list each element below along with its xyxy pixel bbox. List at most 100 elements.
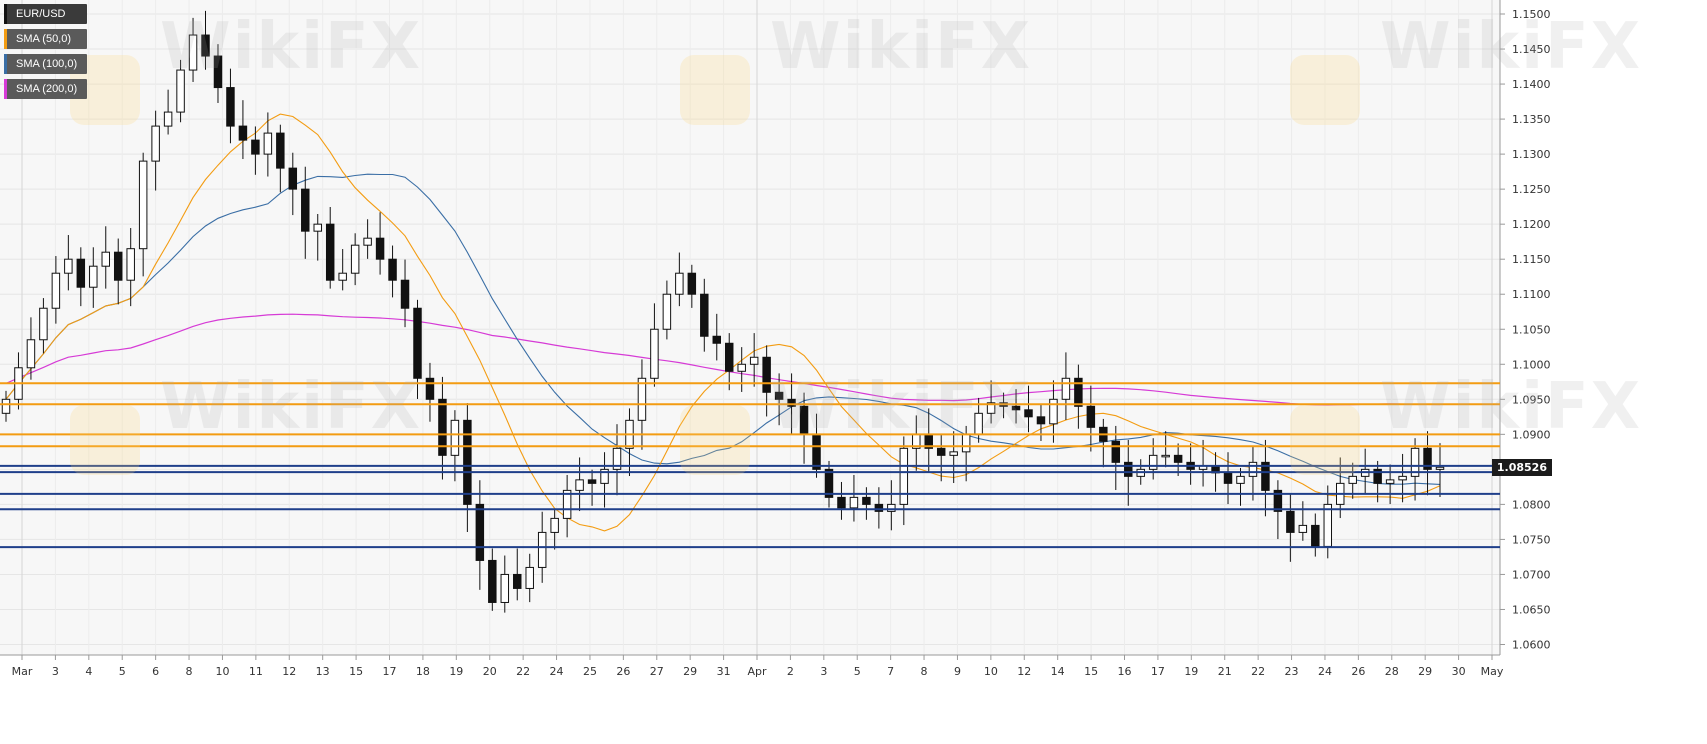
candle-body — [263, 132, 273, 155]
candle-body — [500, 573, 510, 603]
x-tick-label: 21 — [1218, 665, 1232, 678]
y-tick-label: 1.0900 — [1512, 428, 1551, 441]
x-tick-label: 17 — [383, 665, 397, 678]
watermark-logo — [70, 405, 140, 475]
x-tick-label: 26 — [1351, 665, 1365, 678]
candle-body — [1248, 461, 1258, 477]
candle-body — [812, 433, 821, 470]
candle-body — [513, 573, 522, 589]
sma-200-line — [5, 313, 1441, 406]
candle-body — [712, 335, 722, 344]
candle-body — [413, 307, 422, 379]
y-tick-label: 1.1050 — [1512, 323, 1551, 336]
candle-body — [251, 139, 260, 155]
y-tick-label: 1.1000 — [1512, 358, 1551, 371]
y-tick-label: 1.1450 — [1512, 43, 1551, 56]
candle-body — [226, 87, 235, 127]
candle-body — [799, 405, 809, 435]
plot-area — [0, 0, 1500, 655]
candle-body — [1, 398, 11, 414]
candle-body — [1036, 416, 1046, 425]
x-tick-label: 16 — [1118, 665, 1132, 678]
candle-body — [475, 503, 485, 561]
candle-body — [39, 307, 48, 341]
x-tick-label: 3 — [820, 665, 827, 678]
legend-item-sma200[interactable]: SMA (200,0) — [4, 79, 88, 99]
candle-body — [1011, 405, 1021, 411]
chart-legend: EUR/USD SMA (50,0) SMA (100,0) SMA (200,… — [4, 4, 88, 99]
candle-body — [1323, 503, 1333, 547]
legend-swatch — [4, 54, 7, 74]
y-tick-label: 1.0800 — [1512, 498, 1551, 511]
candle-body — [425, 377, 435, 400]
x-tick-label: 8 — [921, 665, 928, 678]
candle-body — [213, 55, 223, 89]
x-tick-label: Apr — [747, 665, 767, 678]
candle-body — [700, 293, 709, 337]
candle-body — [525, 566, 534, 589]
candle-body — [1074, 377, 1083, 407]
candle-body — [724, 342, 734, 372]
x-tick-label: 5 — [854, 665, 861, 678]
candle-body — [350, 244, 360, 274]
candle-body — [151, 125, 160, 162]
legend-item-sma100[interactable]: SMA (100,0) — [4, 54, 88, 74]
legend-label: SMA (50,0) — [16, 33, 72, 45]
candle-body — [849, 496, 859, 509]
x-tick-label: 28 — [1385, 665, 1399, 678]
candle-body — [874, 503, 884, 512]
x-tick-label: 12 — [282, 665, 296, 678]
candle-body — [936, 447, 946, 456]
candle-body — [163, 111, 173, 127]
x-tick-label: 5 — [119, 665, 126, 678]
x-tick-label: 7 — [887, 665, 894, 678]
candle-body — [26, 339, 36, 369]
candle-body — [375, 237, 385, 260]
candle-body — [400, 279, 410, 309]
x-tick-label: 10 — [215, 665, 229, 678]
x-tick-label: 19 — [449, 665, 463, 678]
candle-body — [1223, 472, 1233, 484]
candle-body — [1236, 475, 1245, 484]
candle-body — [1061, 377, 1071, 400]
watermark-logo — [1290, 405, 1360, 475]
candle-body — [1049, 398, 1058, 425]
candle-body — [450, 419, 460, 456]
legend-item-eurusd[interactable]: EUR/USD — [4, 4, 88, 24]
candle-body — [488, 559, 497, 603]
candle-body — [862, 496, 871, 505]
candle-body — [1410, 447, 1420, 477]
candle-body — [762, 356, 771, 393]
legend-swatch — [4, 79, 7, 99]
candle-body — [1148, 454, 1158, 470]
candle-body — [338, 272, 347, 281]
legend-swatch — [4, 29, 7, 49]
x-tick-label: 19 — [1184, 665, 1198, 678]
candle-body — [550, 517, 559, 533]
x-tick-label: 25 — [583, 665, 597, 678]
candle-body — [126, 248, 135, 281]
y-tick-label: 1.1100 — [1512, 288, 1551, 301]
candle-body — [1273, 489, 1283, 512]
candle-body — [1024, 409, 1033, 418]
x-tick-label: 14 — [1051, 665, 1065, 678]
candle-body — [1398, 475, 1407, 481]
x-tick-label: 24 — [1318, 665, 1332, 678]
candle-body — [325, 223, 335, 281]
x-tick-label: 29 — [1418, 665, 1432, 678]
candle-body — [64, 258, 73, 274]
legend-swatch — [4, 4, 7, 24]
y-tick-label: 1.1300 — [1512, 148, 1551, 161]
legend-item-sma50[interactable]: SMA (50,0) — [4, 29, 88, 49]
candle-body — [238, 125, 248, 141]
candle-body — [1286, 510, 1295, 533]
candle-body — [949, 451, 958, 456]
x-tick-label: 22 — [1251, 665, 1265, 678]
candle-body — [1423, 447, 1432, 470]
candle-body — [1161, 454, 1170, 458]
x-tick-label: May — [1481, 665, 1504, 678]
x-tick-label: 18 — [416, 665, 430, 678]
x-tick-label: 11 — [249, 665, 263, 678]
candle-body — [1086, 405, 1096, 428]
